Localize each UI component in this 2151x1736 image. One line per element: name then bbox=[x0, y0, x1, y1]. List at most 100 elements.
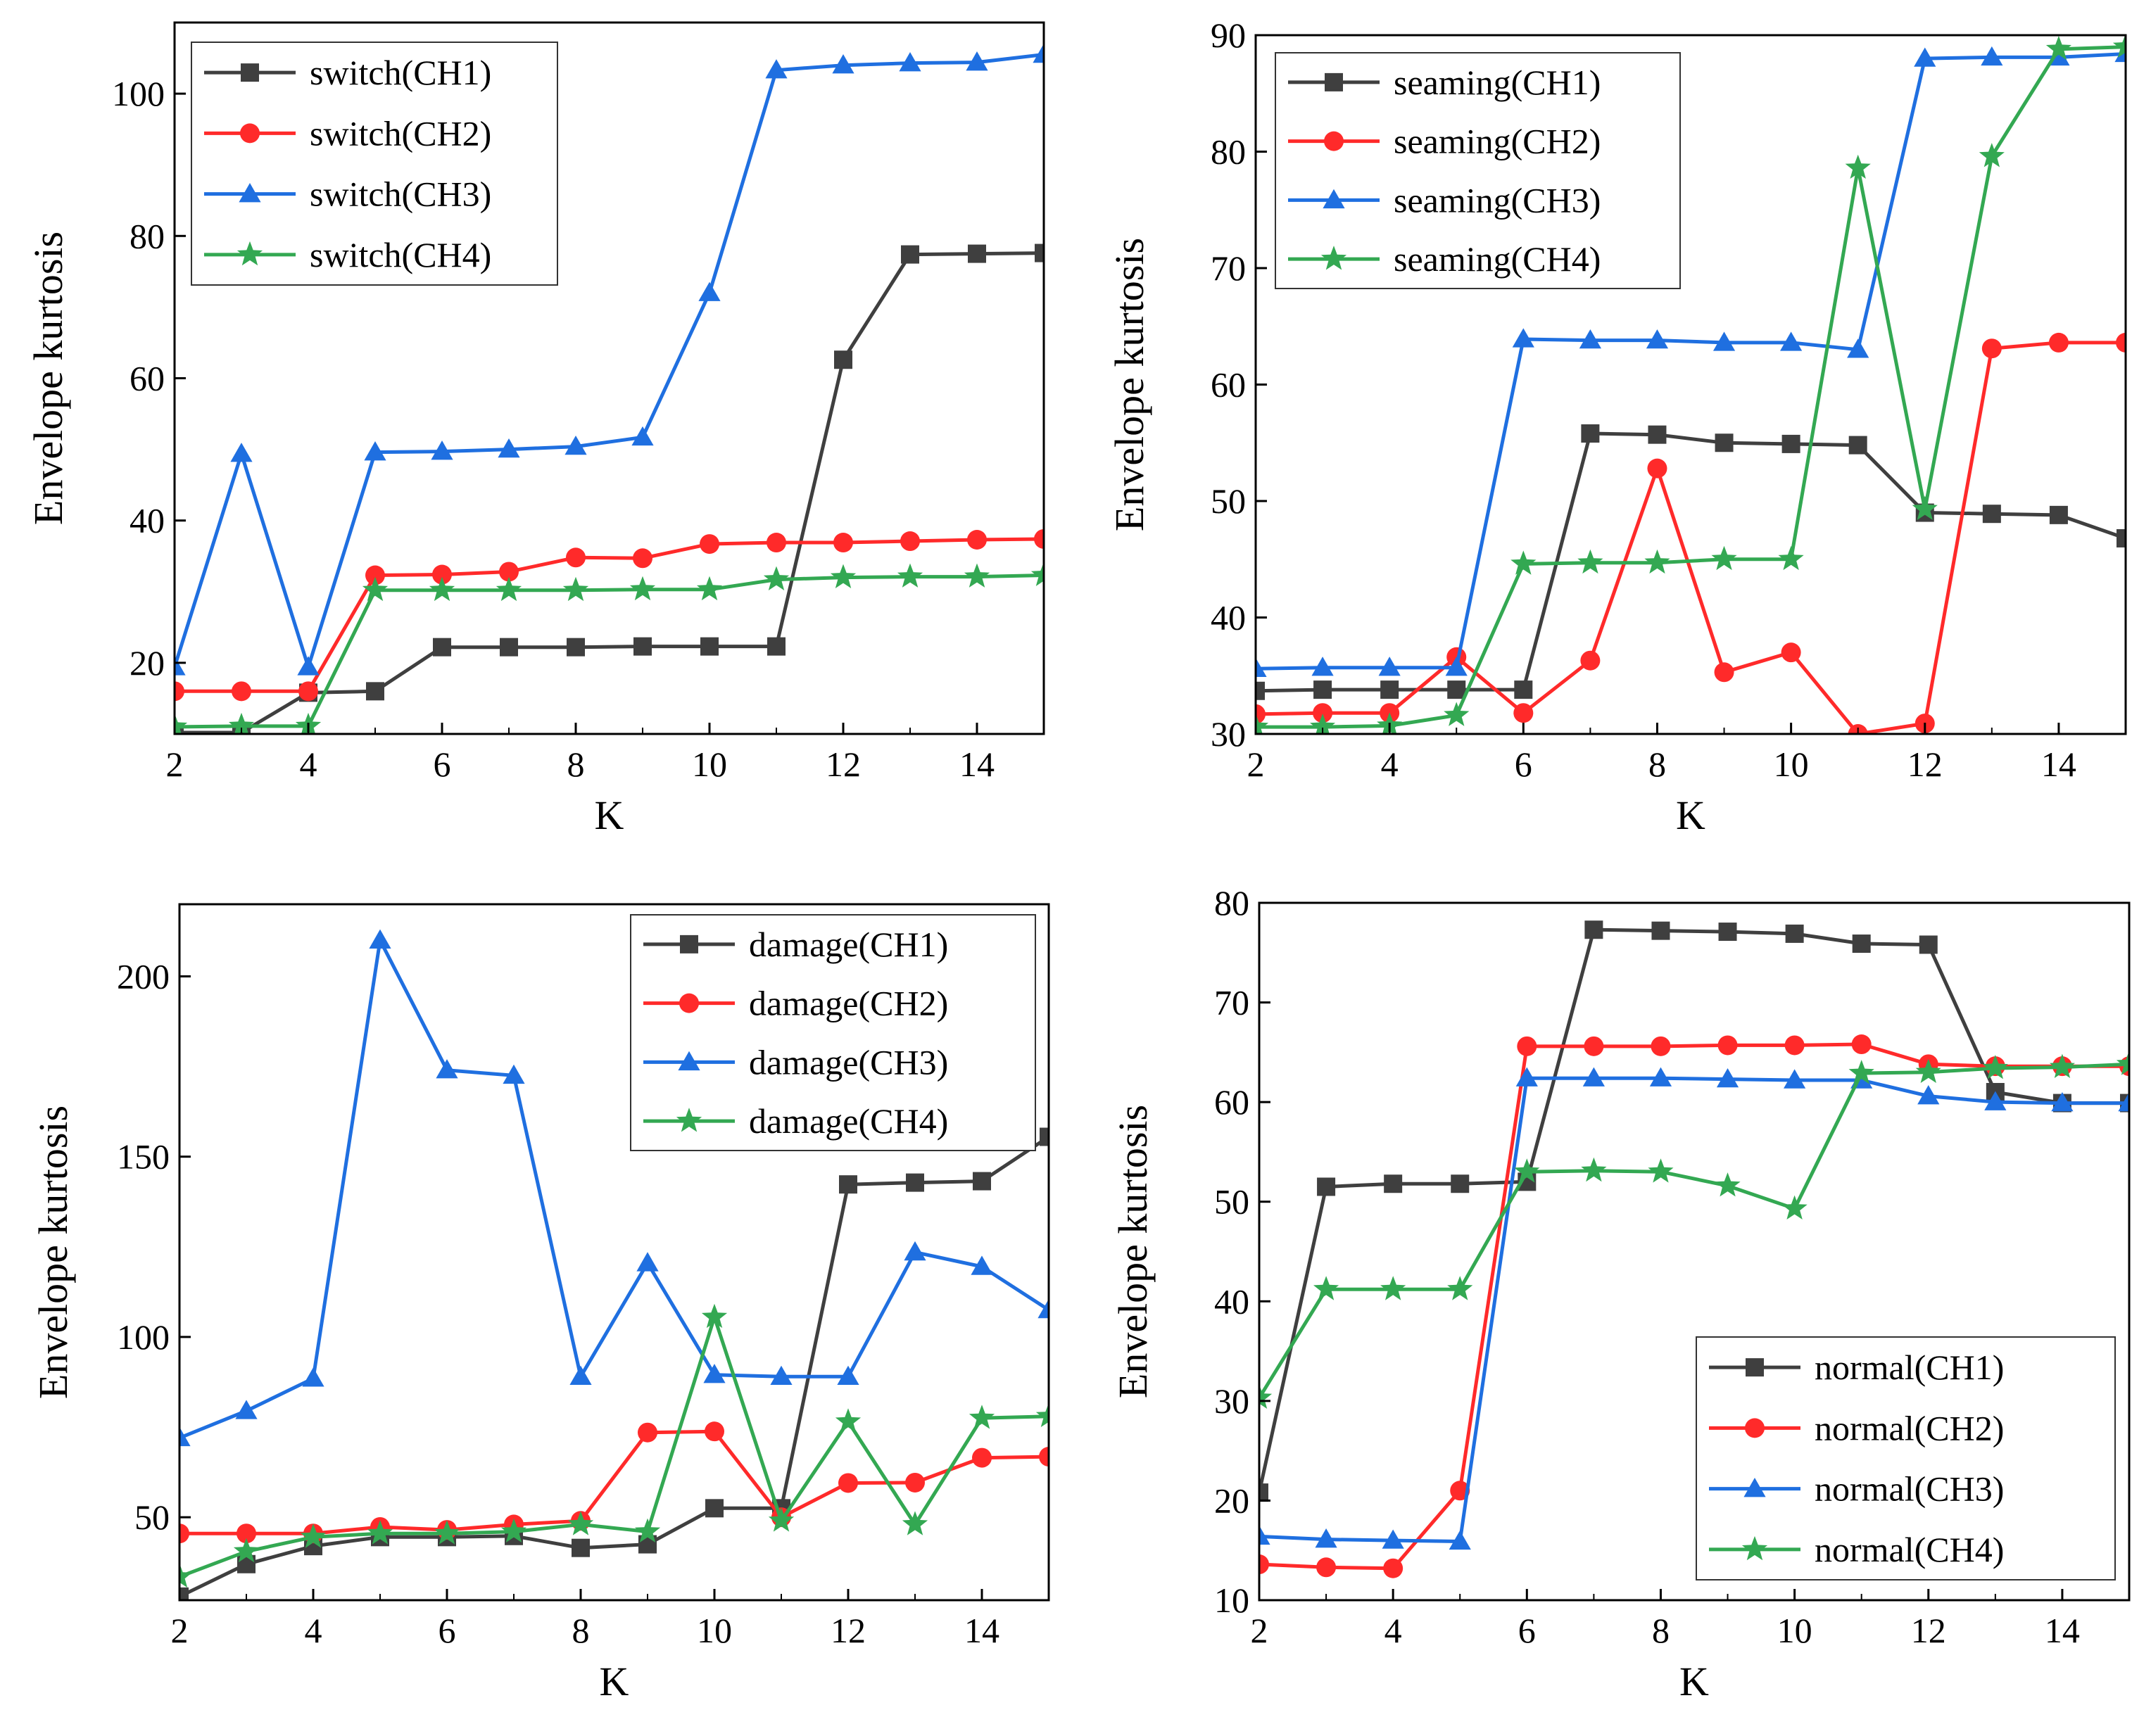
data-point-ch1 bbox=[1651, 921, 1670, 940]
y-tick-label: 150 bbox=[117, 1137, 170, 1177]
series-line-ch1 bbox=[175, 251, 1044, 734]
series-line-ch4 bbox=[179, 1315, 1049, 1579]
data-point-ch4 bbox=[2112, 35, 2126, 58]
x-tick-label: 8 bbox=[572, 1611, 590, 1650]
y-axis-title: Envelope kurtosis bbox=[25, 232, 71, 525]
data-point-ch2 bbox=[1513, 703, 1534, 723]
legend-marker bbox=[239, 183, 261, 203]
data-point-ch1 bbox=[2049, 505, 2068, 524]
data-point-ch3 bbox=[1917, 1085, 1940, 1105]
x-tick-label: 10 bbox=[1777, 1611, 1812, 1650]
series-line-ch4 bbox=[175, 574, 1044, 729]
axes-frame bbox=[178, 903, 1050, 1602]
data-point-ch3 bbox=[1716, 1067, 1739, 1088]
data-point-ch3 bbox=[175, 656, 186, 676]
data-point-ch3 bbox=[1784, 1069, 1806, 1089]
data-point-ch2 bbox=[633, 548, 652, 569]
y-tick-label: 70 bbox=[1211, 248, 1246, 288]
data-point-ch4 bbox=[1259, 1384, 1273, 1409]
data-point-ch3 bbox=[1780, 331, 1803, 351]
data-point-ch4 bbox=[830, 564, 857, 588]
x-tick-label: 10 bbox=[697, 1611, 732, 1650]
legend-label: switch(CH3) bbox=[310, 175, 491, 214]
data-point-ch1 bbox=[179, 1587, 189, 1600]
data-point-ch1 bbox=[1514, 680, 1533, 699]
data-point-ch1 bbox=[1785, 924, 1804, 943]
data-point-ch2 bbox=[1981, 338, 2002, 359]
x-tick-label: 12 bbox=[831, 1611, 866, 1650]
data-point-ch3 bbox=[369, 929, 391, 949]
legend-label: seaming(CH2) bbox=[1394, 122, 1601, 161]
data-point-ch3 bbox=[899, 52, 921, 72]
data-point-ch2 bbox=[1383, 1558, 1403, 1578]
data-point-ch4 bbox=[1030, 562, 1044, 586]
data-point-ch2 bbox=[432, 564, 452, 585]
x-axis-title: K bbox=[600, 1659, 629, 1704]
data-point-ch2 bbox=[499, 562, 519, 582]
legend-marker bbox=[1743, 1478, 1766, 1497]
legend-marker bbox=[1325, 72, 1343, 91]
data-point-ch4 bbox=[1781, 1195, 1808, 1219]
data-point-ch4 bbox=[562, 576, 589, 602]
data-point-ch3 bbox=[1037, 1298, 1049, 1319]
data-point-ch3 bbox=[1512, 328, 1534, 348]
data-point-ch4 bbox=[179, 1563, 193, 1588]
data-point-ch2 bbox=[2048, 332, 2069, 353]
data-point-ch1 bbox=[433, 638, 451, 657]
data-point-ch3 bbox=[297, 656, 320, 676]
legend-marker bbox=[236, 241, 263, 266]
data-point-ch1 bbox=[1384, 1174, 1403, 1193]
data-point-ch1 bbox=[1035, 243, 1044, 262]
data-point-ch2 bbox=[900, 531, 920, 552]
data-point-ch2 bbox=[972, 1447, 992, 1468]
legend-marker bbox=[1320, 246, 1347, 270]
data-point-ch3 bbox=[1847, 338, 1869, 358]
x-tick-label: 2 bbox=[1247, 745, 1265, 784]
plot-area bbox=[175, 43, 1044, 734]
data-point-ch2 bbox=[1256, 704, 1266, 724]
y-tick-label: 40 bbox=[1214, 1281, 1249, 1321]
y-tick-label: 40 bbox=[130, 501, 165, 540]
legend-marker bbox=[1324, 131, 1344, 151]
legend-label: seaming(CH4) bbox=[1394, 239, 1601, 279]
data-point-ch2 bbox=[236, 1523, 256, 1544]
data-point-ch4 bbox=[175, 713, 188, 734]
legend-marker bbox=[1746, 1358, 1764, 1377]
series-line-ch2 bbox=[1256, 341, 2126, 734]
data-point-ch3 bbox=[1449, 1530, 1471, 1550]
data-point-ch2 bbox=[1039, 1447, 1049, 1467]
data-point-ch4 bbox=[902, 1511, 928, 1535]
data-point-ch4 bbox=[1845, 154, 1871, 179]
data-point-ch3 bbox=[564, 435, 587, 455]
data-point-ch3 bbox=[1311, 657, 1334, 676]
x-tick-label: 14 bbox=[964, 1611, 999, 1650]
x-tick-label: 6 bbox=[434, 745, 451, 784]
data-point-ch4 bbox=[629, 576, 656, 601]
data-point-ch4 bbox=[1848, 1060, 1874, 1084]
data-point-ch2 bbox=[1584, 1036, 1604, 1056]
data-point-ch4 bbox=[500, 1518, 527, 1542]
legend-label: seaming(CH1) bbox=[1394, 63, 1601, 102]
data-point-ch1 bbox=[500, 638, 518, 657]
legend-label: normal(CH2) bbox=[1815, 1408, 2004, 1447]
data-point-ch1 bbox=[700, 637, 719, 656]
y-tick-label: 50 bbox=[1214, 1182, 1249, 1222]
data-point-ch2 bbox=[1316, 1557, 1337, 1578]
legend-marker bbox=[679, 993, 699, 1013]
plot-area bbox=[1259, 920, 2129, 1578]
data-point-ch3 bbox=[1315, 1528, 1337, 1548]
data-point-ch1 bbox=[1584, 920, 1603, 939]
data-point-ch3 bbox=[1914, 47, 1936, 67]
legend-box bbox=[1696, 1336, 2116, 1580]
y-tick-label: 20 bbox=[1214, 1481, 1249, 1520]
legend-label: normal(CH4) bbox=[1815, 1530, 2004, 1569]
data-point-ch4 bbox=[964, 563, 990, 588]
data-point-ch2 bbox=[365, 565, 385, 585]
data-point-ch2 bbox=[1714, 662, 1734, 683]
data-point-ch3 bbox=[230, 443, 253, 462]
x-tick-label: 8 bbox=[567, 745, 585, 784]
legend-box bbox=[630, 914, 1036, 1151]
data-point-ch2 bbox=[838, 1473, 858, 1493]
y-tick-label: 90 bbox=[1211, 15, 1246, 55]
data-point-ch3 bbox=[498, 438, 520, 458]
